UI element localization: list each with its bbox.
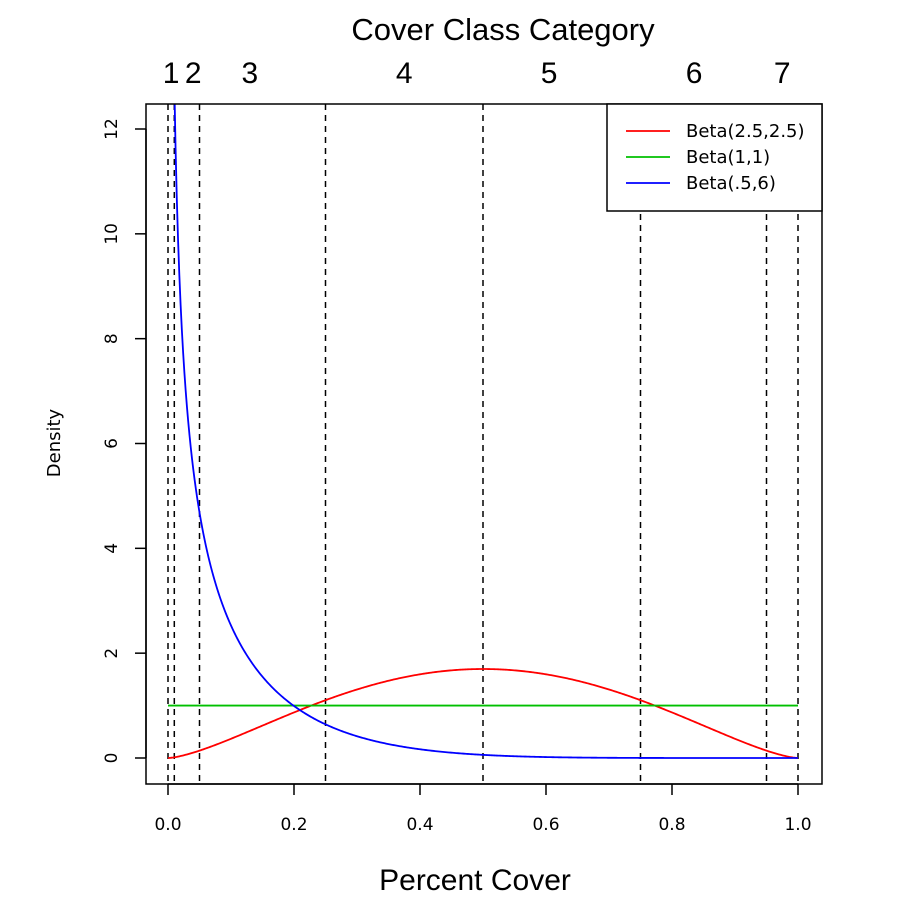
cover-class-label-4: 4 xyxy=(396,57,413,90)
cover-class-label-2: 2 xyxy=(185,57,202,90)
y-tick-label-1: 2 xyxy=(102,648,122,659)
legend-label-0: Beta(2.5,2.5) xyxy=(686,121,805,142)
x-tick-label-3: 0.6 xyxy=(532,815,559,835)
cover-class-label-5: 5 xyxy=(541,57,558,90)
x-tick-label-2: 0.4 xyxy=(406,815,433,835)
y-tick-label-6: 12 xyxy=(102,118,122,140)
legend-label-1: Beta(1,1) xyxy=(686,147,770,168)
chart-title: Cover Class Category xyxy=(351,12,655,47)
y-tick-label-3: 6 xyxy=(102,438,122,449)
y-tick-label-5: 10 xyxy=(102,223,122,245)
axes: 0.0 0.2 0.4 0.6 0.8 1.0 0 2 4 6 8 10 12 xyxy=(102,118,812,835)
y-tick-label-4: 8 xyxy=(102,333,122,344)
x-tick-label-1: 0.2 xyxy=(280,815,307,835)
y-axis-label: Density xyxy=(44,408,65,477)
y-tick-label-2: 4 xyxy=(102,543,122,554)
cover-class-break-lines xyxy=(167,104,799,784)
x-tick-label-4: 0.8 xyxy=(658,815,685,835)
y-tick-label-0: 0 xyxy=(102,753,122,764)
cover-class-label-7: 7 xyxy=(774,57,791,90)
density-curves xyxy=(167,104,799,759)
series-line-2 xyxy=(173,104,798,759)
x-tick-label-5: 1.0 xyxy=(784,815,811,835)
cover-class-label-6: 6 xyxy=(686,57,703,90)
series-line-0 xyxy=(167,668,799,759)
legend-label-2: Beta(.5,6) xyxy=(686,173,776,194)
cover-class-label-3: 3 xyxy=(242,57,259,90)
x-axis-label: Percent Cover xyxy=(379,864,571,897)
cover-class-label-1: 1 xyxy=(163,57,180,90)
x-tick-label-0: 0.0 xyxy=(154,815,181,835)
legend: Beta(2.5,2.5) Beta(1,1) Beta(.5,6) xyxy=(606,103,823,212)
